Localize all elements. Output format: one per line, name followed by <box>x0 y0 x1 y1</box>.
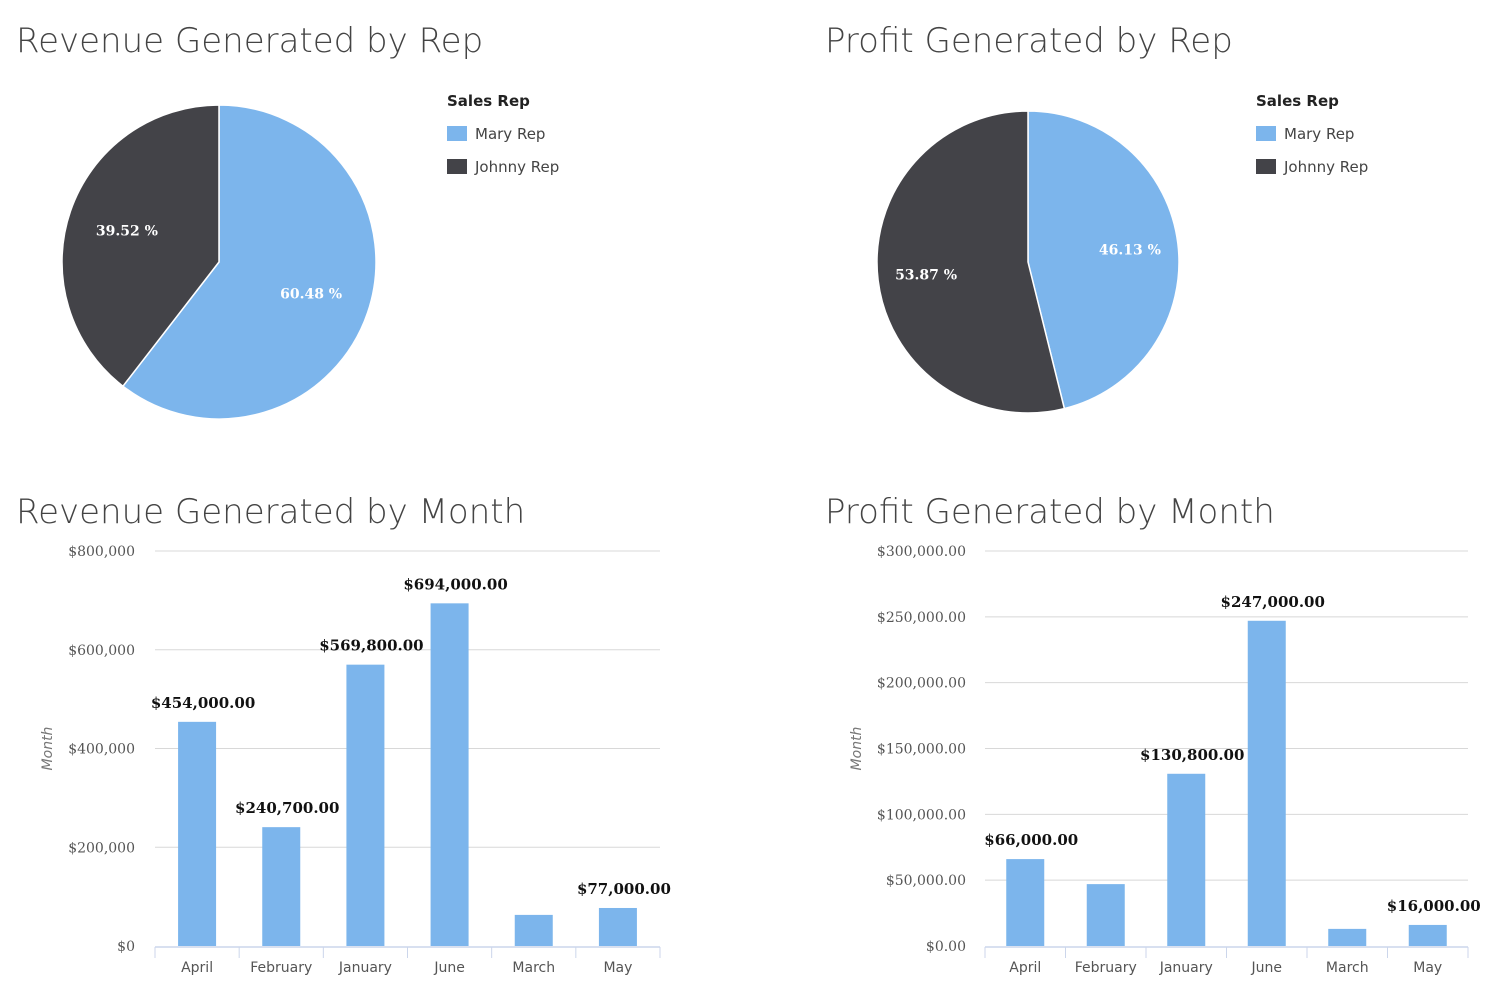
bar-data-label: $569,800.00 <box>319 637 423 655</box>
x-tick-label: February <box>250 960 312 976</box>
x-tick-label: May <box>1413 960 1442 976</box>
bar[interactable] <box>1328 928 1367 946</box>
bar[interactable] <box>178 721 217 946</box>
pie-slice[interactable] <box>121 104 377 420</box>
x-tick-label: April <box>181 960 213 976</box>
x-tick-label: January <box>1159 960 1213 976</box>
bar-chart: Profit Generated by Month $0.00 $50,000.00… <box>825 492 1481 976</box>
pie-data-label: 53.87 % <box>895 267 957 283</box>
bar[interactable] <box>1247 620 1286 946</box>
y-axis-label: Month <box>849 727 865 771</box>
pie-slice[interactable] <box>61 104 220 388</box>
legend-swatch <box>447 159 467 174</box>
bar-data-label: $694,000.00 <box>403 575 507 593</box>
pie-slice[interactable] <box>876 110 1066 414</box>
bar-data-label: $16,000.00 <box>1387 897 1481 915</box>
legend-item[interactable]: Mary Rep <box>1284 125 1354 143</box>
bar[interactable] <box>598 907 637 946</box>
y-tick-label: $200,000.00 <box>877 676 966 692</box>
bar[interactable] <box>1006 859 1045 946</box>
x-tick-label: January <box>338 960 392 976</box>
pie-data-label: 46.13 % <box>1099 243 1161 259</box>
y-tick-label: $600,000 <box>68 643 135 659</box>
bar-data-label: $454,000.00 <box>151 694 255 712</box>
y-tick-label: $150,000.00 <box>877 742 966 758</box>
bar[interactable] <box>346 664 385 946</box>
y-tick-label: $0 <box>117 939 135 955</box>
x-tick-label: May <box>603 960 632 976</box>
bar[interactable] <box>514 914 553 946</box>
bar-data-label: $130,800.00 <box>1140 746 1244 764</box>
legend-swatch <box>1256 126 1276 141</box>
y-tick-label: $400,000 <box>68 742 135 758</box>
legend-swatch <box>447 126 467 141</box>
bar-data-label: $77,000.00 <box>577 880 671 898</box>
pie-chart: Profit Generated by Rep 46.13 % Mary Rep 53… <box>825 21 1368 414</box>
bar[interactable] <box>430 603 469 946</box>
x-tick-label: March <box>1326 960 1369 976</box>
x-tick-label: March <box>512 960 555 976</box>
pie-chart: Revenue Generated by Rep 60.48 % Mary Rep 3… <box>16 21 559 420</box>
chart-title: Revenue Generated by Rep <box>16 21 483 61</box>
chart-title: Profit Generated by Month <box>825 492 1275 532</box>
bar-chart: Revenue Generated by Month $0 $200,000 $400… <box>16 492 671 976</box>
x-tick-label: June <box>1251 960 1283 976</box>
legend-title: Sales Rep <box>1256 92 1339 110</box>
legend-title: Sales Rep <box>447 92 530 110</box>
bar[interactable] <box>1167 773 1206 946</box>
legend-item[interactable]: Johnny Rep <box>1283 158 1368 176</box>
pie-slice[interactable] <box>1027 110 1180 410</box>
bar-data-label: $247,000.00 <box>1221 593 1325 611</box>
x-tick-label: June <box>433 960 465 976</box>
x-tick-label: April <box>1009 960 1041 976</box>
y-tick-label: $300,000.00 <box>877 544 966 560</box>
pie-data-label: 60.48 % <box>280 286 342 302</box>
chart-title: Revenue Generated by Month <box>16 492 525 532</box>
bar-data-label: $66,000.00 <box>984 831 1078 849</box>
pie-data-label: 39.52 % <box>96 224 158 240</box>
bar[interactable] <box>1086 884 1125 946</box>
legend-item[interactable]: Johnny Rep <box>474 158 559 176</box>
y-tick-label: $800,000 <box>68 544 135 560</box>
bar[interactable] <box>1408 924 1447 946</box>
y-tick-label: $250,000.00 <box>877 610 966 626</box>
y-tick-label: $0.00 <box>926 939 966 955</box>
y-tick-label: $200,000 <box>68 840 135 856</box>
y-axis-label: Month <box>40 727 56 771</box>
legend-item[interactable]: Mary Rep <box>475 125 545 143</box>
x-tick-label: February <box>1075 960 1137 976</box>
legend-swatch <box>1256 159 1276 174</box>
chart-title: Profit Generated by Rep <box>825 21 1233 61</box>
bar-data-label: $240,700.00 <box>235 799 339 817</box>
y-tick-label: $100,000.00 <box>877 807 966 823</box>
bar[interactable] <box>262 827 301 946</box>
y-tick-label: $50,000.00 <box>886 873 966 889</box>
